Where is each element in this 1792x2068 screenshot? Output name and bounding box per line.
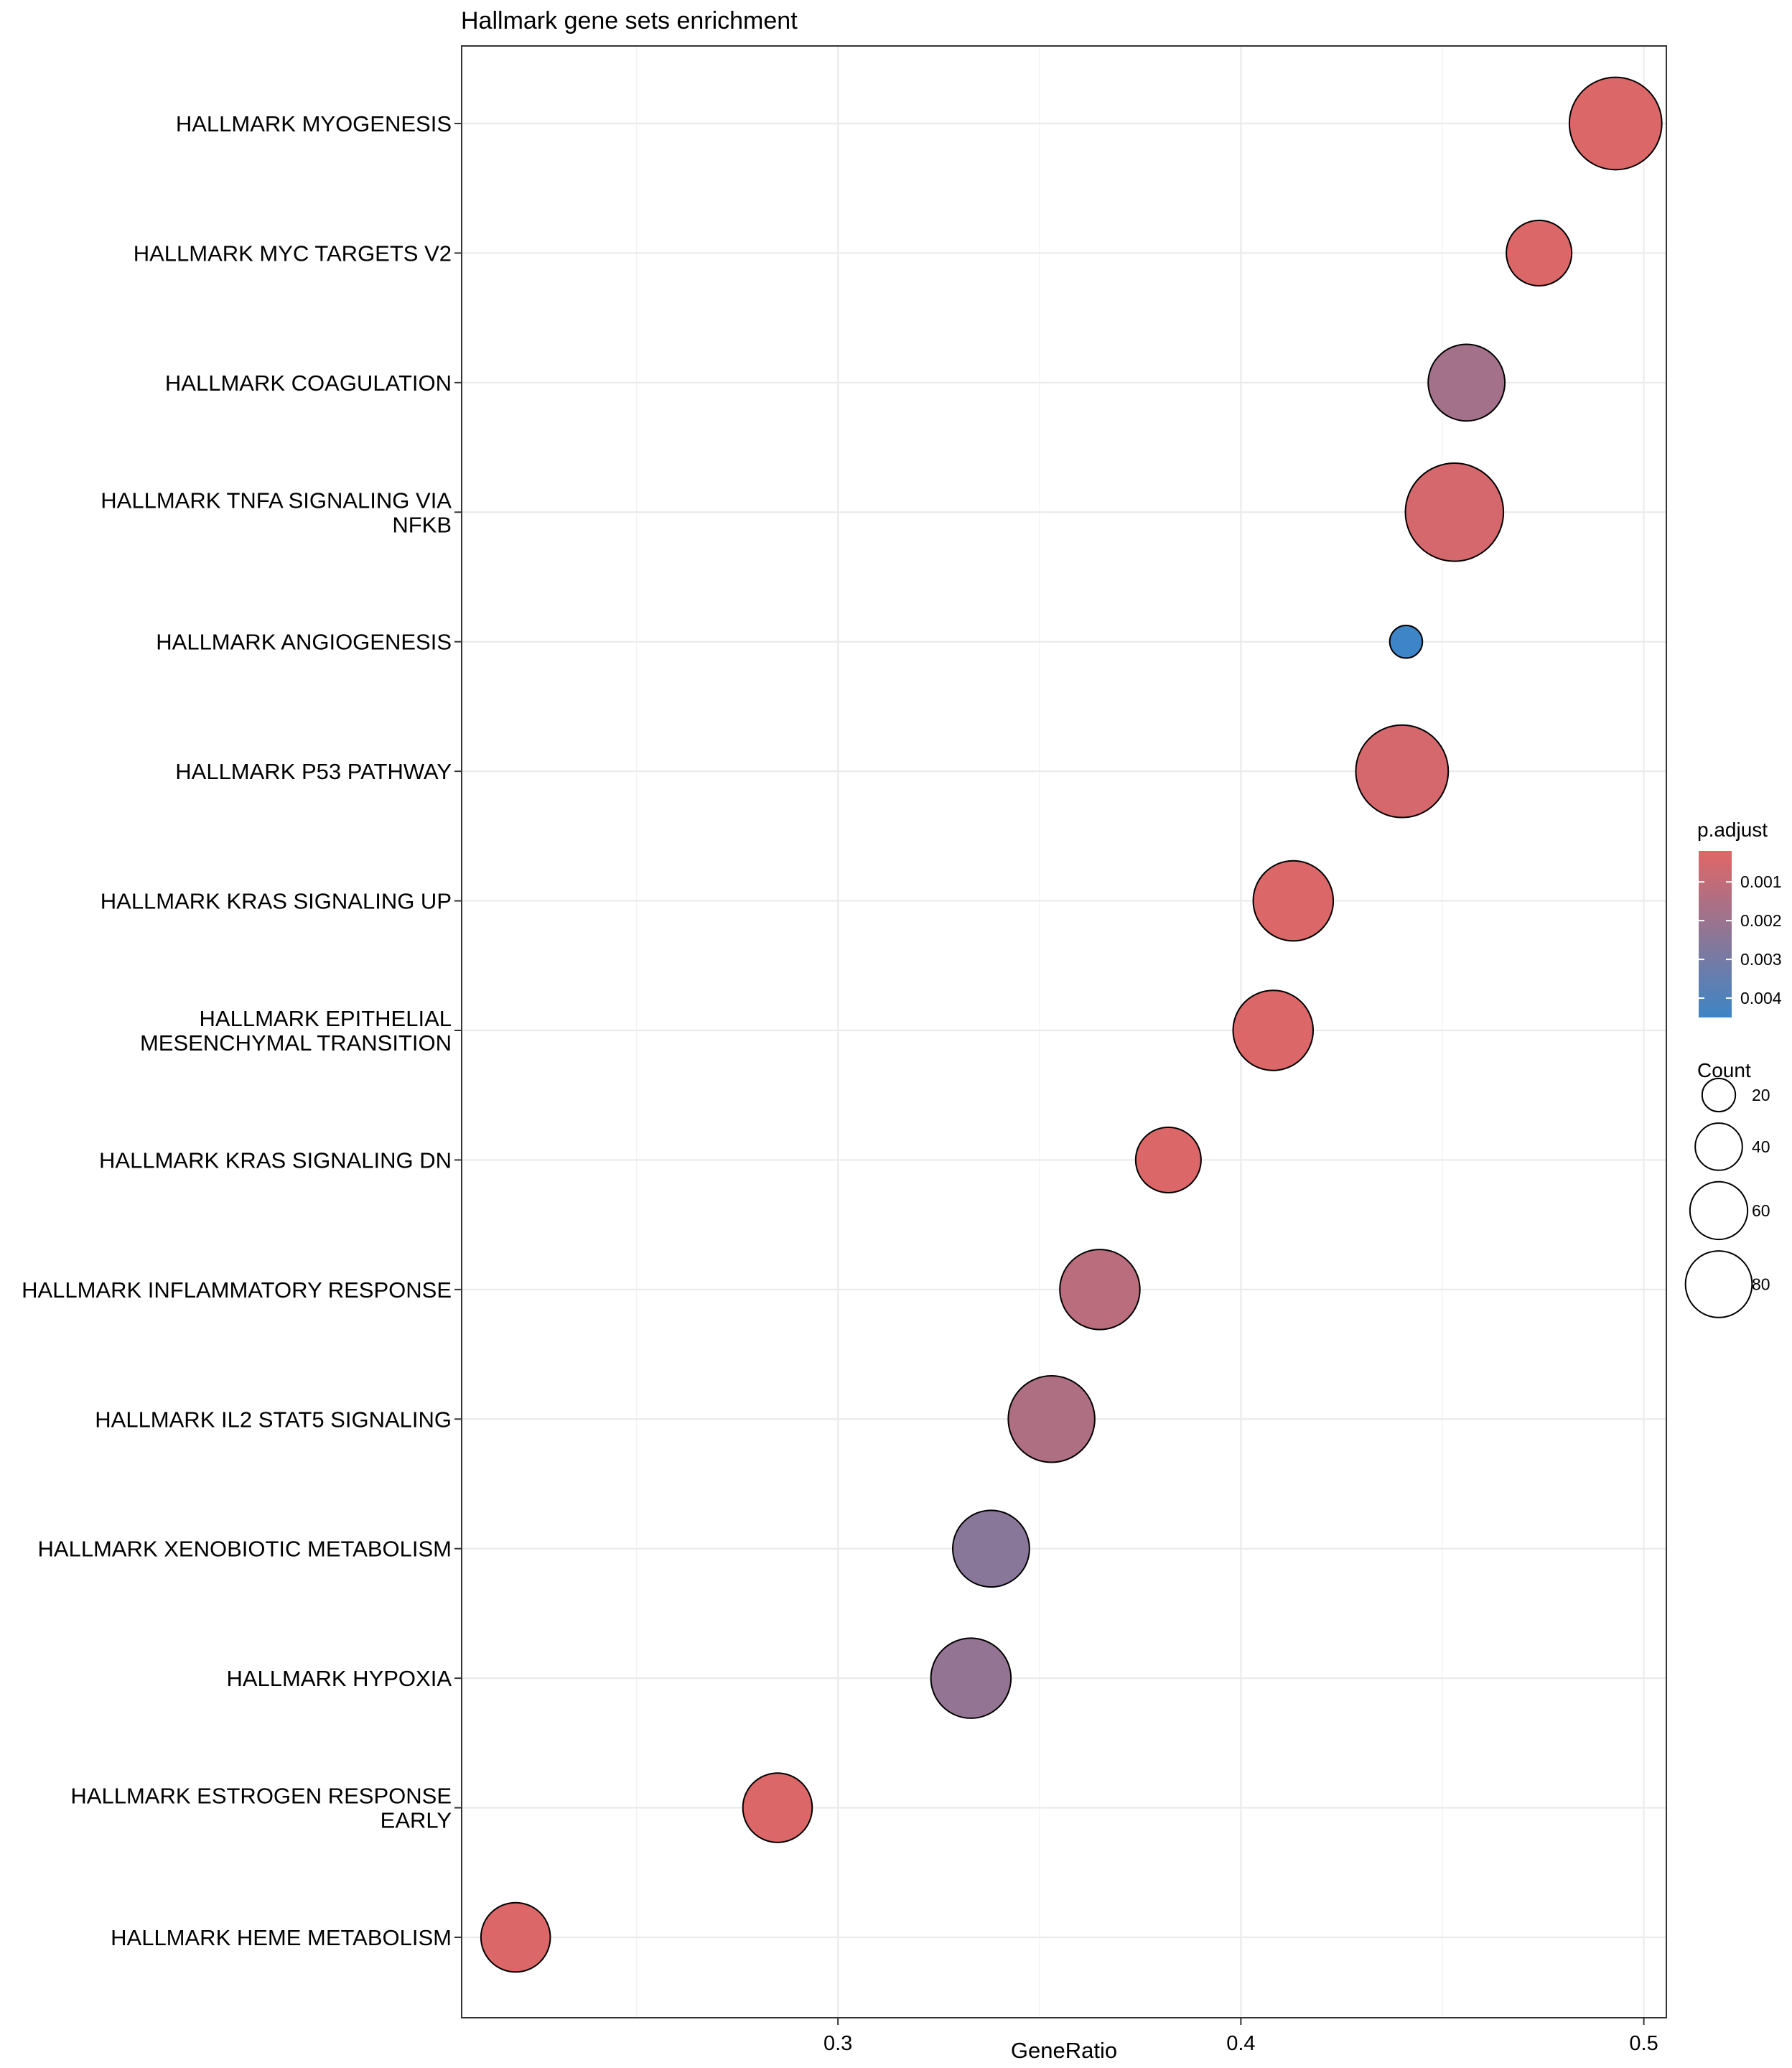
data-point bbox=[1506, 219, 1573, 287]
data-point bbox=[1007, 1375, 1096, 1463]
data-point bbox=[1059, 1249, 1141, 1331]
y-category-label: HALLMARK MYOGENESIS bbox=[176, 111, 452, 136]
data-point bbox=[1252, 860, 1335, 942]
color-legend-label: 0.002 bbox=[1740, 911, 1782, 930]
color-legend-bar bbox=[1699, 851, 1732, 1017]
data-point bbox=[742, 1772, 813, 1843]
data-point bbox=[1232, 989, 1315, 1071]
size-legend-circle bbox=[1694, 1122, 1743, 1171]
color-legend-ticks: 0.001 0.002 0.003 0.004 bbox=[1699, 872, 1782, 1007]
size-legend-label: 20 bbox=[1752, 1086, 1770, 1104]
y-category-label: HALLMARK KRAS SIGNALING UP bbox=[101, 889, 452, 914]
color-legend-label: 0.004 bbox=[1740, 989, 1782, 1007]
size-legend-circle bbox=[1684, 1250, 1753, 1318]
data-point bbox=[1389, 624, 1424, 659]
data-point bbox=[930, 1637, 1012, 1719]
y-category-label: HALLMARK INFLAMMATORY RESPONSE bbox=[22, 1277, 452, 1303]
y-category-label: HALLMARK XENOBIOTIC METABOLISM bbox=[38, 1537, 452, 1562]
y-category-label: HALLMARK COAGULATION bbox=[165, 371, 452, 396]
x-tick-label: 0.3 bbox=[823, 2032, 852, 2055]
y-category-label: HALLMARK IL2 STAT5 SIGNALING bbox=[95, 1407, 452, 1432]
size-legend: Count 20 40 60 80 bbox=[1684, 1059, 1770, 1318]
chart-title: Hallmark gene sets enrichment bbox=[461, 7, 798, 34]
size-legend-label: 60 bbox=[1752, 1201, 1770, 1220]
size-legend-circle bbox=[1689, 1180, 1749, 1241]
color-legend-label: 0.003 bbox=[1740, 950, 1782, 969]
size-legend-label: 80 bbox=[1752, 1275, 1770, 1293]
y-category-label: HALLMARK MYC TARGETS V2 bbox=[134, 241, 452, 266]
data-point bbox=[480, 1901, 551, 1973]
x-tick-label: 0.4 bbox=[1226, 2032, 1255, 2055]
data-point bbox=[1404, 462, 1505, 562]
y-category-label: HALLMARK KRAS SIGNALING DN bbox=[99, 1147, 452, 1173]
plot-panel bbox=[461, 45, 1667, 2018]
x-tick-label: 0.5 bbox=[1629, 2032, 1658, 2055]
data-point bbox=[1134, 1126, 1202, 1193]
y-axis: HALLMARK MYOGENESIS HALLMARK MYC TARGETS … bbox=[22, 111, 462, 1950]
size-legend-circle bbox=[1701, 1077, 1737, 1113]
y-category-label: HALLMARK HEME METABOLISM bbox=[111, 1925, 452, 1950]
size-legend-title: Count bbox=[1697, 1059, 1751, 1081]
x-axis: 0.3 0.4 0.5 bbox=[823, 2018, 1658, 2055]
color-legend-label: 0.001 bbox=[1740, 872, 1782, 891]
color-legend: p.adjust 0.001 0.002 0.003 0.004 bbox=[1697, 819, 1782, 1017]
data-points bbox=[480, 76, 1663, 1973]
size-legend-label: 40 bbox=[1752, 1137, 1770, 1156]
y-category-label: HALLMARK ANGIOGENESIS bbox=[156, 630, 452, 655]
data-point bbox=[952, 1509, 1030, 1588]
data-point bbox=[1568, 76, 1663, 171]
size-legend-items: 20 40 60 80 bbox=[1684, 1077, 1770, 1318]
grid-lines bbox=[462, 46, 1666, 2018]
y-category-label: HALLMARK TNFA SIGNALING VIA NFKB bbox=[101, 488, 452, 537]
y-category-label: HALLMARK P53 PATHWAY bbox=[175, 759, 452, 784]
y-category-label: HALLMARK EPITHELIAL MESENCHYMAL TRANSITIO… bbox=[140, 1006, 452, 1056]
y-category-label: HALLMARK ESTROGEN RESPONSE EARLY bbox=[70, 1784, 452, 1833]
x-axis-title: GeneRatio bbox=[1011, 2038, 1117, 2063]
y-category-label: HALLMARK HYPOXIA bbox=[226, 1666, 452, 1691]
color-legend-title: p.adjust bbox=[1697, 819, 1768, 841]
data-point bbox=[1355, 724, 1450, 819]
data-point bbox=[1427, 343, 1506, 422]
